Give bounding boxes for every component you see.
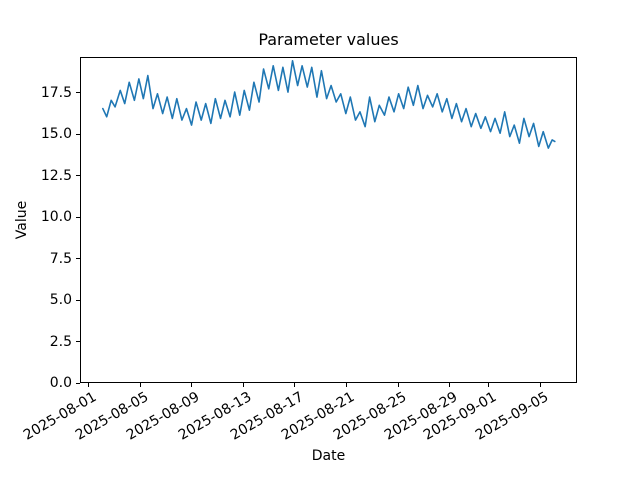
y-tick-mark [76,216,80,218]
x-tick-mark [294,383,296,387]
y-tick-mark [76,92,80,94]
x-tick-mark [397,383,399,387]
x-tick-mark [139,383,141,387]
x-axis-label: Date [311,448,346,464]
x-tick-label: 2025-08-01 [20,389,100,444]
y-tick-label: 7.5 [49,250,72,267]
x-tick-mark [191,383,193,387]
x-tick-label: 2025-08-21 [279,389,358,444]
y-tick-mark [76,299,80,301]
y-tick-label: 12.5 [40,167,72,184]
x-tick-mark [449,383,451,387]
y-tick-mark [76,258,80,260]
x-tick-label: 2025-08-13 [175,389,255,444]
x-tick-mark [87,383,89,387]
y-tick-label: 15.0 [40,126,72,143]
x-tick-label: 2025-09-05 [472,389,552,444]
x-tick-label: 2025-08-05 [72,389,152,444]
y-tick-label: 17.5 [40,84,72,101]
x-tick-label: 2025-08-25 [330,389,410,444]
x-tick-mark [242,383,244,387]
x-tick-mark [488,383,490,387]
y-tick-label: 5.0 [49,292,72,309]
y-tick-mark [76,341,80,343]
x-tick-label: 2025-09-01 [421,389,500,444]
y-tick-label: 0.0 [49,375,72,391]
x-tick-mark [346,383,348,387]
y-tick-label: 10.0 [40,209,72,226]
x-tick-label: 2025-08-17 [227,389,306,444]
y-tick-label: 2.5 [49,333,72,350]
plot-area [80,57,577,383]
chart-title: Parameter values [258,30,399,49]
y-tick-mark [76,175,80,177]
parameter-line [102,59,556,149]
x-tick-label: 2025-08-29 [382,389,461,444]
y-tick-mark [76,382,80,384]
line-series-svg [102,59,556,149]
x-tick-mark [539,383,541,387]
y-tick-mark [76,133,80,135]
x-tick-label: 2025-08-09 [124,389,203,444]
